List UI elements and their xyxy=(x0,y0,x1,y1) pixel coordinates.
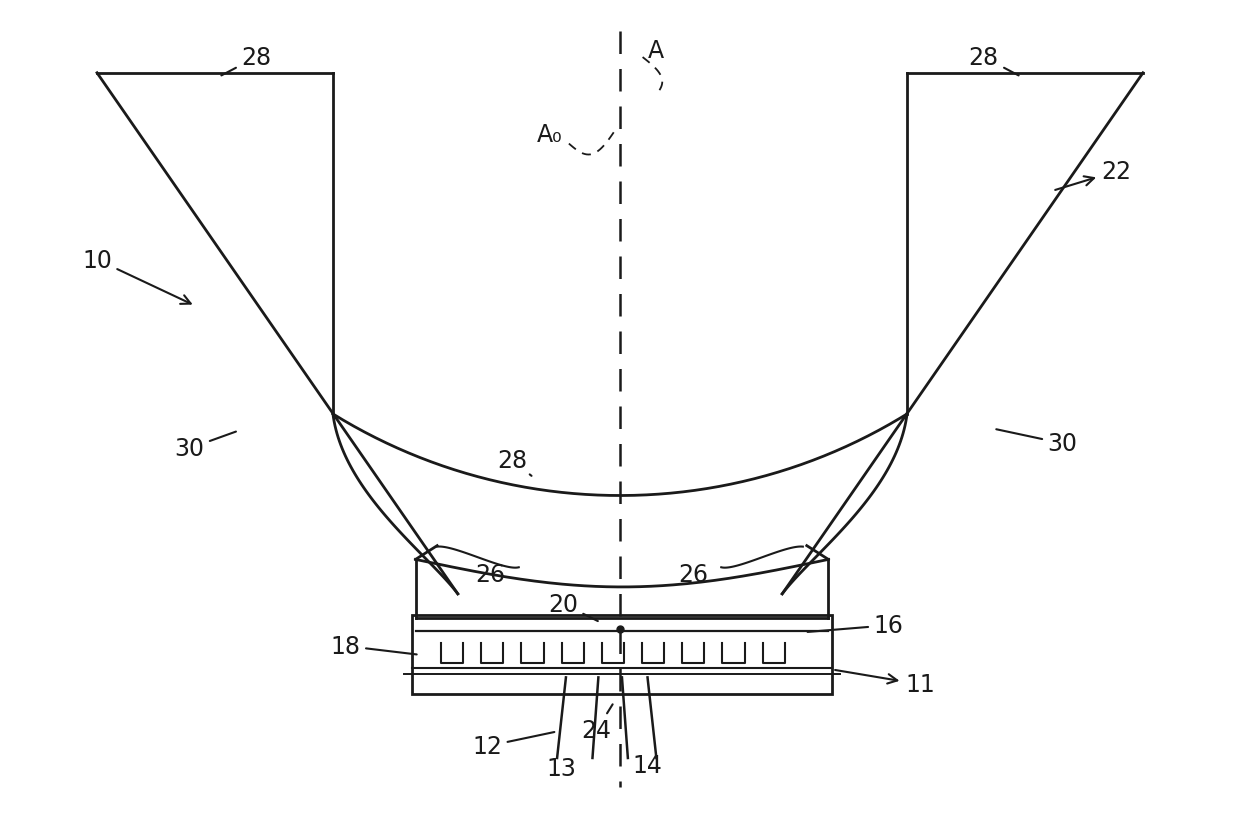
Text: 28: 28 xyxy=(222,46,272,76)
Text: 30: 30 xyxy=(175,432,236,461)
Text: A: A xyxy=(647,39,663,63)
Text: 20: 20 xyxy=(548,592,598,622)
Text: A₀: A₀ xyxy=(537,123,562,147)
Text: 18: 18 xyxy=(331,634,417,658)
Text: 26: 26 xyxy=(678,563,709,586)
Text: 28: 28 xyxy=(968,46,1018,76)
Text: 22: 22 xyxy=(1055,160,1132,191)
Text: 13: 13 xyxy=(546,756,575,780)
Text: 14: 14 xyxy=(632,753,662,777)
Text: 10: 10 xyxy=(82,248,191,305)
Text: 11: 11 xyxy=(835,670,935,696)
Bar xyxy=(412,616,832,695)
Text: 30: 30 xyxy=(996,430,1078,456)
Text: 12: 12 xyxy=(472,732,554,758)
Text: 16: 16 xyxy=(807,613,904,637)
Text: 28: 28 xyxy=(497,449,532,477)
Text: 26: 26 xyxy=(475,563,505,586)
Text: 24: 24 xyxy=(582,704,613,743)
